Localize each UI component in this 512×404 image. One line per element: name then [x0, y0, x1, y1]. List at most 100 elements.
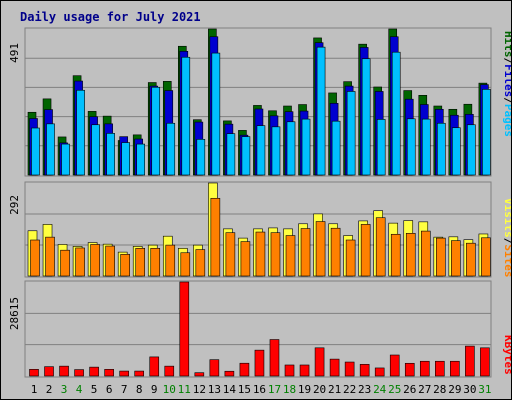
sites-bar-16	[255, 231, 266, 277]
y-max-label-panel1: 491	[8, 43, 21, 63]
pages-bar-15	[241, 136, 251, 176]
sites-bar-22	[345, 239, 356, 277]
sites-bar-23	[360, 224, 371, 277]
legend-kbytes: KBytes	[502, 335, 511, 375]
kbytes-bar-3	[59, 365, 69, 377]
pages-bar-14	[226, 133, 236, 176]
pages-bar-8	[136, 143, 146, 176]
x-tick-label-21: 21	[328, 383, 341, 396]
sites-bar-8	[135, 247, 146, 277]
sites-bar-13	[210, 197, 221, 277]
pages-bar-25	[391, 51, 401, 176]
pages-bar-10	[166, 122, 176, 176]
sites-bar-30	[466, 242, 476, 277]
y-max-label-panel3: 28615	[8, 297, 21, 330]
x-tick-label-6: 6	[106, 383, 113, 396]
legend-sep-3: /	[502, 238, 511, 245]
kbytes-bar-5	[89, 366, 99, 377]
kbytes-bar-31	[480, 347, 490, 377]
kbytes-bar-24	[374, 367, 385, 377]
sites-bar-24	[375, 217, 386, 277]
pages-bar-30	[467, 124, 476, 176]
x-tick-label-14: 14	[223, 383, 237, 396]
x-tick-label-3: 3	[61, 383, 68, 396]
pages-bar-5	[91, 124, 100, 176]
x-tick-label-5: 5	[91, 383, 98, 396]
x-tick-label-18: 18	[283, 383, 296, 396]
kbytes-bar-26	[404, 362, 415, 377]
sites-bar-11	[180, 252, 191, 277]
kbytes-bar-28	[435, 360, 445, 377]
legend-hits: Hits	[502, 31, 511, 58]
legend-kbytes-label: KBytes	[502, 335, 511, 375]
x-tick-label-12: 12	[193, 383, 206, 396]
x-tick-label-11: 11	[178, 383, 191, 396]
pages-bar-9	[151, 86, 161, 176]
pages-bar-19	[301, 118, 311, 176]
kbytes-bar-25	[389, 354, 400, 377]
sites-bar-10	[165, 244, 176, 277]
panel-kbytes	[24, 280, 492, 378]
pages-bar-27	[421, 118, 431, 176]
kbytes-bar-10	[164, 365, 175, 377]
pages-bar-24	[376, 119, 386, 176]
pages-bar-17	[271, 126, 281, 176]
pages-bar-21	[331, 120, 341, 176]
x-tick-label-10: 10	[163, 383, 176, 396]
x-tick-label-26: 26	[403, 383, 416, 396]
kbytes-bar-4	[74, 369, 84, 377]
sites-bar-6	[105, 245, 115, 277]
kbytes-bar-21	[329, 358, 340, 377]
pages-bar-22	[346, 91, 356, 176]
pages-bar-2	[46, 123, 55, 176]
legend-hits-files-pages: Hits/Files/Pages	[502, 31, 511, 137]
kbytes-bar-19	[299, 364, 310, 377]
legend-sep-2: /	[502, 97, 511, 104]
pages-bar-13	[211, 52, 221, 176]
pages-bar-11	[181, 56, 191, 176]
kbytes-bar-14	[224, 370, 235, 377]
kbytes-bar-17	[269, 339, 280, 377]
kbytes-bar-27	[419, 360, 430, 377]
kbytes-bar-11	[179, 281, 190, 377]
pages-bar-29	[452, 127, 461, 176]
chart-title: Daily usage for July 2021	[20, 10, 201, 24]
x-tick-label-30: 30	[463, 383, 476, 396]
x-tick-label-29: 29	[448, 383, 461, 396]
x-tick-label-31: 31	[478, 383, 491, 396]
x-tick-labels: 1 2 3 4 5 6 7 8 9 10 11 12 13 14 15 16 17 18 19 20 21 22 23 24 2…	[31, 383, 492, 396]
sites-bar-26	[405, 233, 416, 277]
sites-bar-4	[75, 247, 85, 277]
sites-bar-1	[30, 239, 40, 277]
kbytes-bar-22	[344, 361, 355, 377]
kbytes-bar-16	[254, 349, 265, 377]
x-tick-label-20: 20	[313, 383, 326, 396]
pages-bar-1	[31, 127, 40, 176]
legend-sites: Sites	[502, 244, 511, 277]
legend-sep-1: /	[502, 58, 511, 65]
pages-bar-12	[196, 139, 206, 176]
pages-bar-6	[106, 133, 115, 176]
kbytes-bar-15	[239, 362, 250, 377]
x-tick-label-2: 2	[46, 383, 53, 396]
x-tick-label-9: 9	[151, 383, 158, 396]
sites-bar-29	[451, 240, 461, 277]
x-tick-label-16: 16	[253, 383, 266, 396]
x-tick-label-15: 15	[238, 383, 251, 396]
kbytes-bar-1	[29, 369, 39, 377]
x-tick-label-17: 17	[268, 383, 281, 396]
legend-files: Files	[502, 64, 511, 97]
x-tick-label-13: 13	[208, 383, 221, 396]
pages-bar-26	[406, 118, 416, 176]
sites-bar-2	[45, 236, 55, 277]
x-tick-label-25: 25	[388, 383, 401, 396]
kbytes-bar-18	[284, 364, 295, 377]
x-tick-label-27: 27	[418, 383, 431, 396]
kbytes-bar-6	[104, 369, 114, 377]
kbytes-bar-7	[119, 370, 129, 377]
x-tick-label-23: 23	[358, 383, 371, 396]
sites-bar-28	[436, 237, 446, 277]
x-tick-label-8: 8	[136, 383, 143, 396]
x-tick-label-19: 19	[298, 383, 311, 396]
pages-bar-31	[482, 89, 491, 176]
